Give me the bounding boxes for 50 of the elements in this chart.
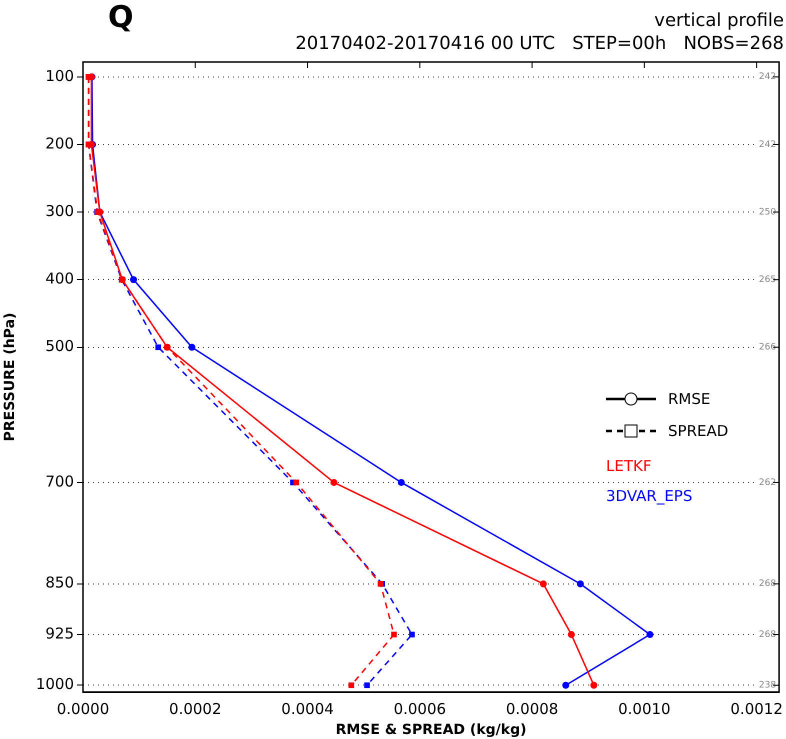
y-tick-label: 400 (45, 270, 74, 288)
point (293, 480, 300, 486)
y-tick-label: 925 (45, 624, 74, 642)
point (562, 682, 570, 689)
x-tick-label: 0.0006 (394, 700, 446, 718)
annotation: 242 (758, 140, 776, 150)
y-tick-label: 500 (45, 337, 74, 356)
text: LETKF (606, 456, 652, 477)
annotation: SPREAD (668, 422, 728, 440)
point (348, 682, 354, 688)
point (391, 632, 397, 638)
annotation: 265 (758, 275, 776, 286)
annotation: 262 (758, 478, 776, 488)
point (646, 631, 654, 638)
x-tick-label: 0.0008 (506, 700, 558, 718)
text: 20170402-20170416 00 UTC STEP=00h NOBS=268 (295, 33, 784, 54)
annotation: 242 (758, 72, 776, 82)
point (409, 632, 415, 638)
x-axis-title: RMSE & SPREAD (kg/kg) (336, 722, 526, 738)
y-tick-label: 700 (45, 472, 74, 490)
annotation: 268 (758, 579, 776, 590)
point (188, 344, 196, 351)
x-tick-label: 0.0010 (618, 700, 671, 718)
y-tick-label: 100 (45, 66, 74, 85)
point (576, 580, 584, 588)
x-tick-label: 0.0004 (281, 700, 334, 718)
y-tick-label: 1000 (36, 675, 74, 694)
x-tick-label: 0.0000 (56, 700, 110, 718)
y-axis-title: PRESSURE (hPa) (2, 312, 18, 442)
annotation: 250 (758, 207, 776, 218)
point (398, 478, 405, 486)
y-tick-label: 850 (45, 574, 74, 592)
annotation: RMSE (668, 390, 710, 408)
point (540, 580, 547, 588)
annotation: 268 (758, 630, 776, 640)
x-tick-label: 0.0012 (730, 700, 783, 718)
point (590, 682, 598, 689)
point (130, 276, 138, 284)
text: 3DVAR_EPS (606, 486, 694, 507)
x-tick-label: 0.0002 (169, 700, 222, 718)
point (330, 478, 338, 486)
chart-subtitle: vertical profile (654, 10, 784, 31)
point (364, 682, 370, 688)
annotation: 238 (758, 680, 776, 691)
point (155, 344, 162, 350)
annotation: 266 (758, 342, 776, 353)
point (568, 631, 575, 638)
chart-title: Q (108, 0, 134, 35)
y-tick-label: 200 (45, 134, 74, 152)
y-tick-label: 300 (45, 202, 74, 220)
